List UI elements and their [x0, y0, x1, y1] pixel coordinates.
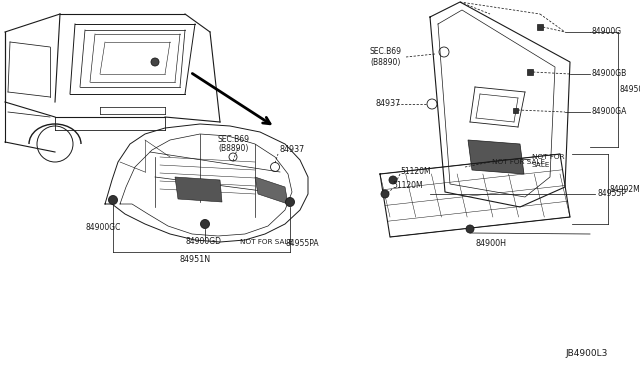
Text: (B8890): (B8890): [218, 144, 248, 154]
Text: 84900GC: 84900GC: [85, 222, 120, 231]
Text: 84937: 84937: [280, 145, 305, 154]
Text: JB4900L3: JB4900L3: [565, 350, 607, 359]
Bar: [537, 24, 543, 30]
Text: SEC.B69: SEC.B69: [370, 48, 402, 57]
Polygon shape: [255, 177, 288, 204]
Text: 84955PA: 84955PA: [285, 240, 319, 248]
Text: 84992M: 84992M: [610, 185, 640, 193]
Text: 84900GB: 84900GB: [592, 70, 627, 78]
Text: 84900GA: 84900GA: [592, 108, 627, 116]
Text: 84950N: 84950N: [620, 84, 640, 93]
Text: NOT FOR: NOT FOR: [532, 154, 564, 160]
Circle shape: [466, 225, 474, 233]
Polygon shape: [468, 140, 524, 174]
Circle shape: [109, 196, 118, 205]
Text: 84900H: 84900H: [476, 240, 507, 248]
Text: 84951N: 84951N: [179, 256, 211, 264]
Text: NOT FOR SALE: NOT FOR SALE: [492, 159, 545, 165]
Bar: [527, 69, 533, 75]
Circle shape: [389, 176, 397, 184]
Polygon shape: [175, 177, 222, 202]
Text: NOT FOR SALE: NOT FOR SALE: [240, 239, 293, 245]
Text: (B8890): (B8890): [370, 58, 401, 67]
Circle shape: [200, 219, 209, 228]
Bar: [513, 108, 518, 112]
Text: 84900GD: 84900GD: [185, 237, 221, 247]
Text: SEC.B69: SEC.B69: [218, 135, 250, 144]
Text: 84900G: 84900G: [592, 28, 622, 36]
Text: 51120M: 51120M: [400, 167, 431, 176]
Circle shape: [151, 58, 159, 66]
Circle shape: [285, 198, 294, 206]
Text: 84955P: 84955P: [597, 189, 626, 199]
Circle shape: [381, 190, 389, 198]
Text: 51120M: 51120M: [392, 182, 422, 190]
Text: 84937: 84937: [375, 99, 400, 109]
Text: SALE: SALE: [532, 162, 550, 168]
